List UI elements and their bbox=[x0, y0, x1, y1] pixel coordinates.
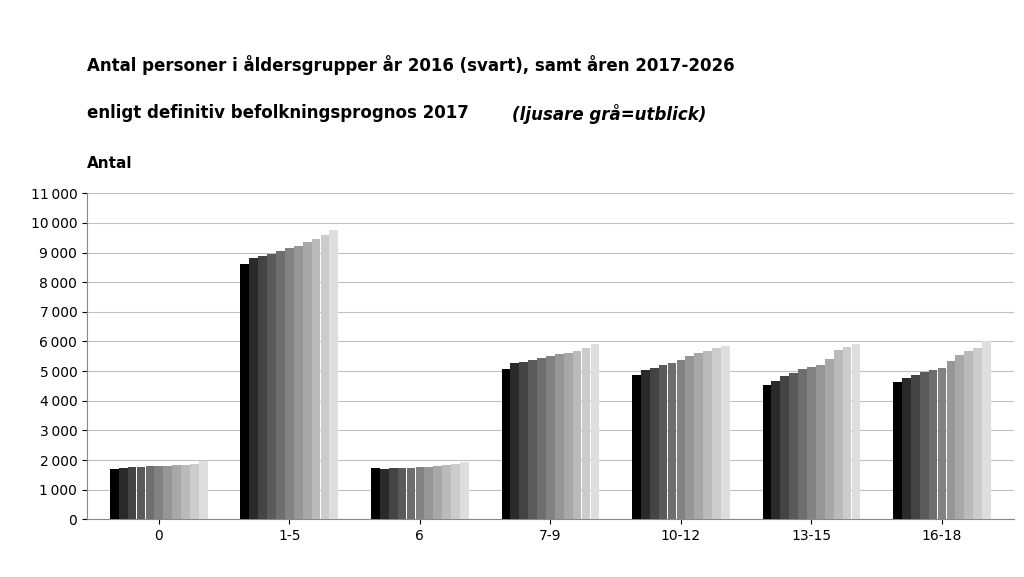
Bar bbox=[668, 363, 677, 519]
Bar bbox=[460, 462, 469, 519]
Bar bbox=[771, 381, 780, 519]
Bar bbox=[311, 239, 321, 519]
Bar bbox=[920, 372, 929, 519]
Bar bbox=[250, 258, 258, 519]
Bar bbox=[546, 355, 555, 519]
Bar bbox=[416, 467, 424, 519]
Bar bbox=[946, 361, 955, 519]
Bar bbox=[407, 468, 416, 519]
Bar bbox=[807, 367, 816, 519]
Bar bbox=[721, 346, 730, 519]
Bar bbox=[155, 466, 163, 519]
Bar bbox=[591, 344, 599, 519]
Bar bbox=[433, 466, 442, 519]
Bar bbox=[371, 469, 380, 519]
Bar bbox=[555, 354, 563, 519]
Bar bbox=[955, 355, 965, 519]
Bar bbox=[294, 246, 303, 519]
Bar bbox=[380, 469, 389, 519]
Bar bbox=[893, 383, 902, 519]
Bar bbox=[685, 357, 694, 519]
Bar bbox=[241, 264, 249, 519]
Bar bbox=[145, 466, 155, 519]
Bar bbox=[677, 360, 685, 519]
Bar bbox=[502, 369, 510, 519]
Bar bbox=[973, 348, 982, 519]
Bar bbox=[572, 351, 582, 519]
Text: (ljusare grå=utblick): (ljusare grå=utblick) bbox=[512, 104, 707, 124]
Bar bbox=[965, 351, 973, 519]
Bar bbox=[510, 363, 519, 519]
Bar bbox=[780, 376, 790, 519]
Bar bbox=[164, 466, 172, 519]
Bar bbox=[982, 341, 991, 519]
Bar bbox=[694, 353, 703, 519]
Bar bbox=[136, 467, 145, 519]
Bar bbox=[582, 348, 591, 519]
Bar bbox=[929, 370, 937, 519]
Bar bbox=[303, 242, 311, 519]
Bar bbox=[816, 365, 824, 519]
Bar bbox=[564, 353, 572, 519]
Bar bbox=[938, 368, 946, 519]
Bar bbox=[397, 468, 407, 519]
Bar bbox=[528, 360, 537, 519]
Bar bbox=[902, 379, 910, 519]
Bar bbox=[119, 468, 128, 519]
Bar bbox=[843, 347, 851, 519]
Bar bbox=[519, 362, 528, 519]
Bar bbox=[276, 251, 285, 519]
Bar bbox=[321, 235, 330, 519]
Bar bbox=[172, 466, 181, 519]
Bar bbox=[285, 248, 294, 519]
Bar bbox=[424, 467, 433, 519]
Bar bbox=[798, 369, 807, 519]
Bar bbox=[641, 370, 649, 519]
Bar bbox=[190, 464, 199, 519]
Bar bbox=[825, 359, 834, 519]
Bar bbox=[650, 368, 658, 519]
Bar bbox=[712, 348, 721, 519]
Bar bbox=[632, 375, 641, 519]
Bar bbox=[852, 344, 860, 519]
Bar bbox=[703, 351, 712, 519]
Bar bbox=[763, 385, 771, 519]
Bar bbox=[538, 358, 546, 519]
Text: Antal: Antal bbox=[87, 156, 132, 171]
Bar bbox=[110, 469, 119, 519]
Bar bbox=[199, 460, 208, 519]
Bar bbox=[181, 464, 189, 519]
Bar bbox=[258, 256, 267, 519]
Bar bbox=[128, 467, 136, 519]
Bar bbox=[834, 350, 843, 519]
Bar bbox=[389, 469, 397, 519]
Bar bbox=[330, 230, 338, 519]
Bar bbox=[267, 254, 275, 519]
Text: Antal personer i åldersgrupper år 2016 (svart), samt åren 2017-2026: Antal personer i åldersgrupper år 2016 (… bbox=[87, 55, 734, 75]
Bar bbox=[658, 365, 668, 519]
Bar bbox=[911, 375, 920, 519]
Text: enligt definitiv befolkningsprognos 2017: enligt definitiv befolkningsprognos 2017 bbox=[87, 104, 475, 122]
Bar bbox=[442, 466, 451, 519]
Bar bbox=[452, 464, 460, 519]
Bar bbox=[790, 373, 798, 519]
